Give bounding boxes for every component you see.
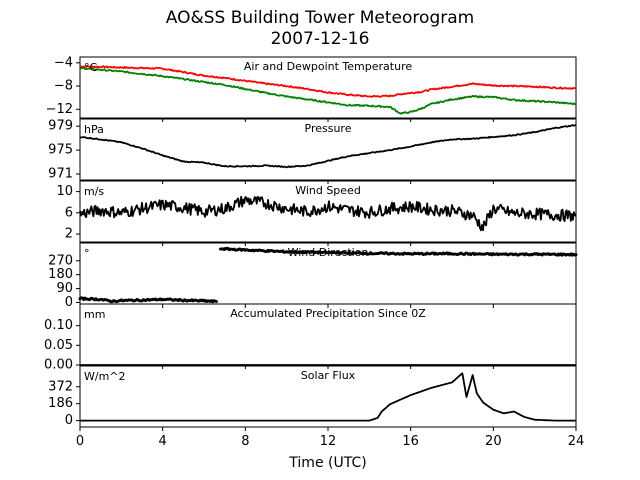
xtick-label: 0 [76,434,84,449]
panel-unit-wind_speed: m/s [84,185,104,198]
ytick-label-temp: −8 [54,79,73,94]
panel-unit-pressure: hPa [84,123,104,136]
ytick-label-solar: 372 [48,379,73,394]
ytick-label-solar: 186 [48,396,73,411]
ytick-label-temp: −4 [54,55,73,70]
chart-title: AO&SS Building Tower Meteorogram [165,8,475,28]
ytick-label-temp: −12 [46,102,73,117]
ytick-label-pressure: 975 [48,143,73,158]
panel-unit-precip: mm [84,308,105,321]
xtick-label: 24 [568,434,585,449]
ytick-label-wind_dir: 180 [48,267,73,282]
ytick-label-wind_speed: 10 [56,184,73,199]
ytick-label-solar: 0 [65,413,73,428]
series-line-wind_speed-0 [79,195,577,232]
chart-subtitle: 2007-12-16 [270,29,370,49]
ytick-label-wind_dir: 0 [65,295,73,310]
series-line-temp-1 [79,66,577,115]
ytick-label-precip: 0.10 [44,318,73,333]
panel-title-wind_dir: Wind Direction [288,246,369,259]
panel-title-precip: Accumulated Precipitation Since 0Z [230,307,426,320]
ytick-label-wind_dir: 90 [56,281,73,296]
ytick-label-wind_dir: 270 [48,253,73,268]
panel-title-solar: Solar Flux [301,369,356,382]
x-axis-label: Time (UTC) [288,455,366,471]
series-line-solar-0 [80,372,576,422]
xtick-label: 12 [320,434,337,449]
ytick-label-precip: 0.00 [44,358,73,373]
panel-title-pressure: Pressure [305,122,352,135]
xtick-label: 16 [402,434,419,449]
panel-unit-temp: °C [84,61,98,74]
panel-unit-solar: W/m^2 [84,370,126,383]
panel-unit-wind_dir: ° [84,247,90,260]
wind-direction-point [574,253,578,257]
ytick-label-pressure: 979 [48,119,73,134]
wind-direction-point [214,300,218,304]
xtick-label: 4 [159,434,167,449]
ytick-label-precip: 0.05 [44,338,73,353]
series-line-temp-0 [79,65,577,98]
ytick-label-wind_speed: 6 [65,205,73,220]
xtick-label: 8 [241,434,249,449]
panel-title-temp: Air and Dewpoint Temperature [244,60,412,73]
panel-title-wind_speed: Wind Speed [295,184,361,197]
series-line-pressure-0 [79,124,577,169]
ytick-label-pressure: 971 [48,167,73,182]
xtick-label: 20 [485,434,502,449]
ytick-label-wind_speed: 2 [65,227,73,242]
